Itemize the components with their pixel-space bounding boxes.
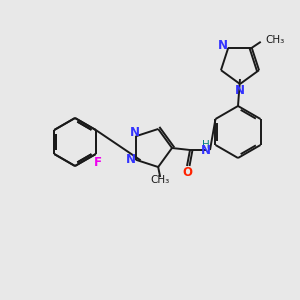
Text: O: O	[182, 167, 192, 179]
Text: CH₃: CH₃	[151, 175, 170, 185]
Text: N: N	[126, 153, 136, 166]
Text: N: N	[235, 83, 245, 97]
Text: N: N	[130, 126, 140, 139]
Text: H: H	[202, 140, 210, 150]
Text: N: N	[218, 39, 228, 52]
Text: F: F	[94, 155, 102, 169]
Text: CH₃: CH₃	[266, 35, 285, 45]
Text: N: N	[201, 143, 211, 157]
